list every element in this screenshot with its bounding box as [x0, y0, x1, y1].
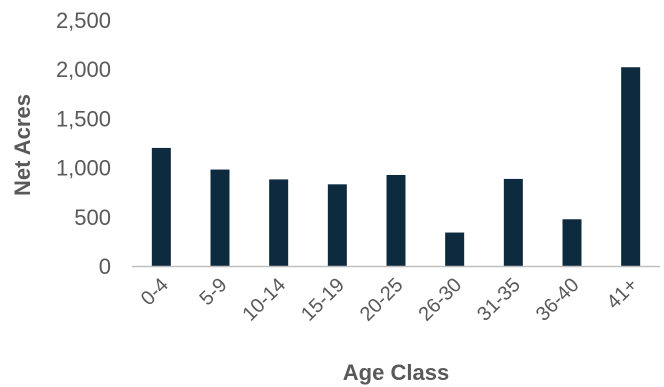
- x-tick-label: 0-4: [137, 274, 173, 310]
- bar: [210, 169, 230, 266]
- bar: [503, 178, 523, 266]
- bar: [151, 147, 171, 266]
- y-tick-label: 0: [99, 254, 111, 279]
- x-tick-label: 10-14: [238, 274, 290, 326]
- y-tick-label: 1,000: [56, 156, 111, 181]
- x-axis-ticks: 0-4 5-9 10-14 15-19 20-25 26-30 31-35 36-40 41+: [137, 274, 642, 326]
- y-axis-title: Net Acres: [10, 94, 35, 196]
- y-tick-label: 1,500: [56, 106, 111, 131]
- y-axis-ticks: 0 500 1,000 1,500 2,000 2,500: [56, 8, 111, 279]
- x-tick-label: 26-30: [414, 274, 466, 326]
- bar: [621, 67, 641, 267]
- x-tick-label: 41+: [603, 274, 643, 314]
- y-tick-label: 2,500: [56, 8, 111, 33]
- x-axis-title: Age Class: [343, 360, 449, 385]
- bar: [386, 174, 406, 266]
- x-tick-label: 15-19: [297, 274, 349, 326]
- x-tick-label: 5-9: [196, 274, 232, 310]
- x-tick-label: 31-35: [473, 274, 525, 326]
- bar: [327, 184, 347, 266]
- x-tick-label: 36-40: [532, 274, 584, 326]
- x-tick-label: 20-25: [356, 274, 408, 326]
- y-tick-label: 2,000: [56, 57, 111, 82]
- bars: [151, 67, 641, 267]
- y-tick-label: 500: [74, 205, 111, 230]
- bar: [562, 219, 582, 266]
- bar: [269, 179, 289, 266]
- bar: [445, 232, 465, 266]
